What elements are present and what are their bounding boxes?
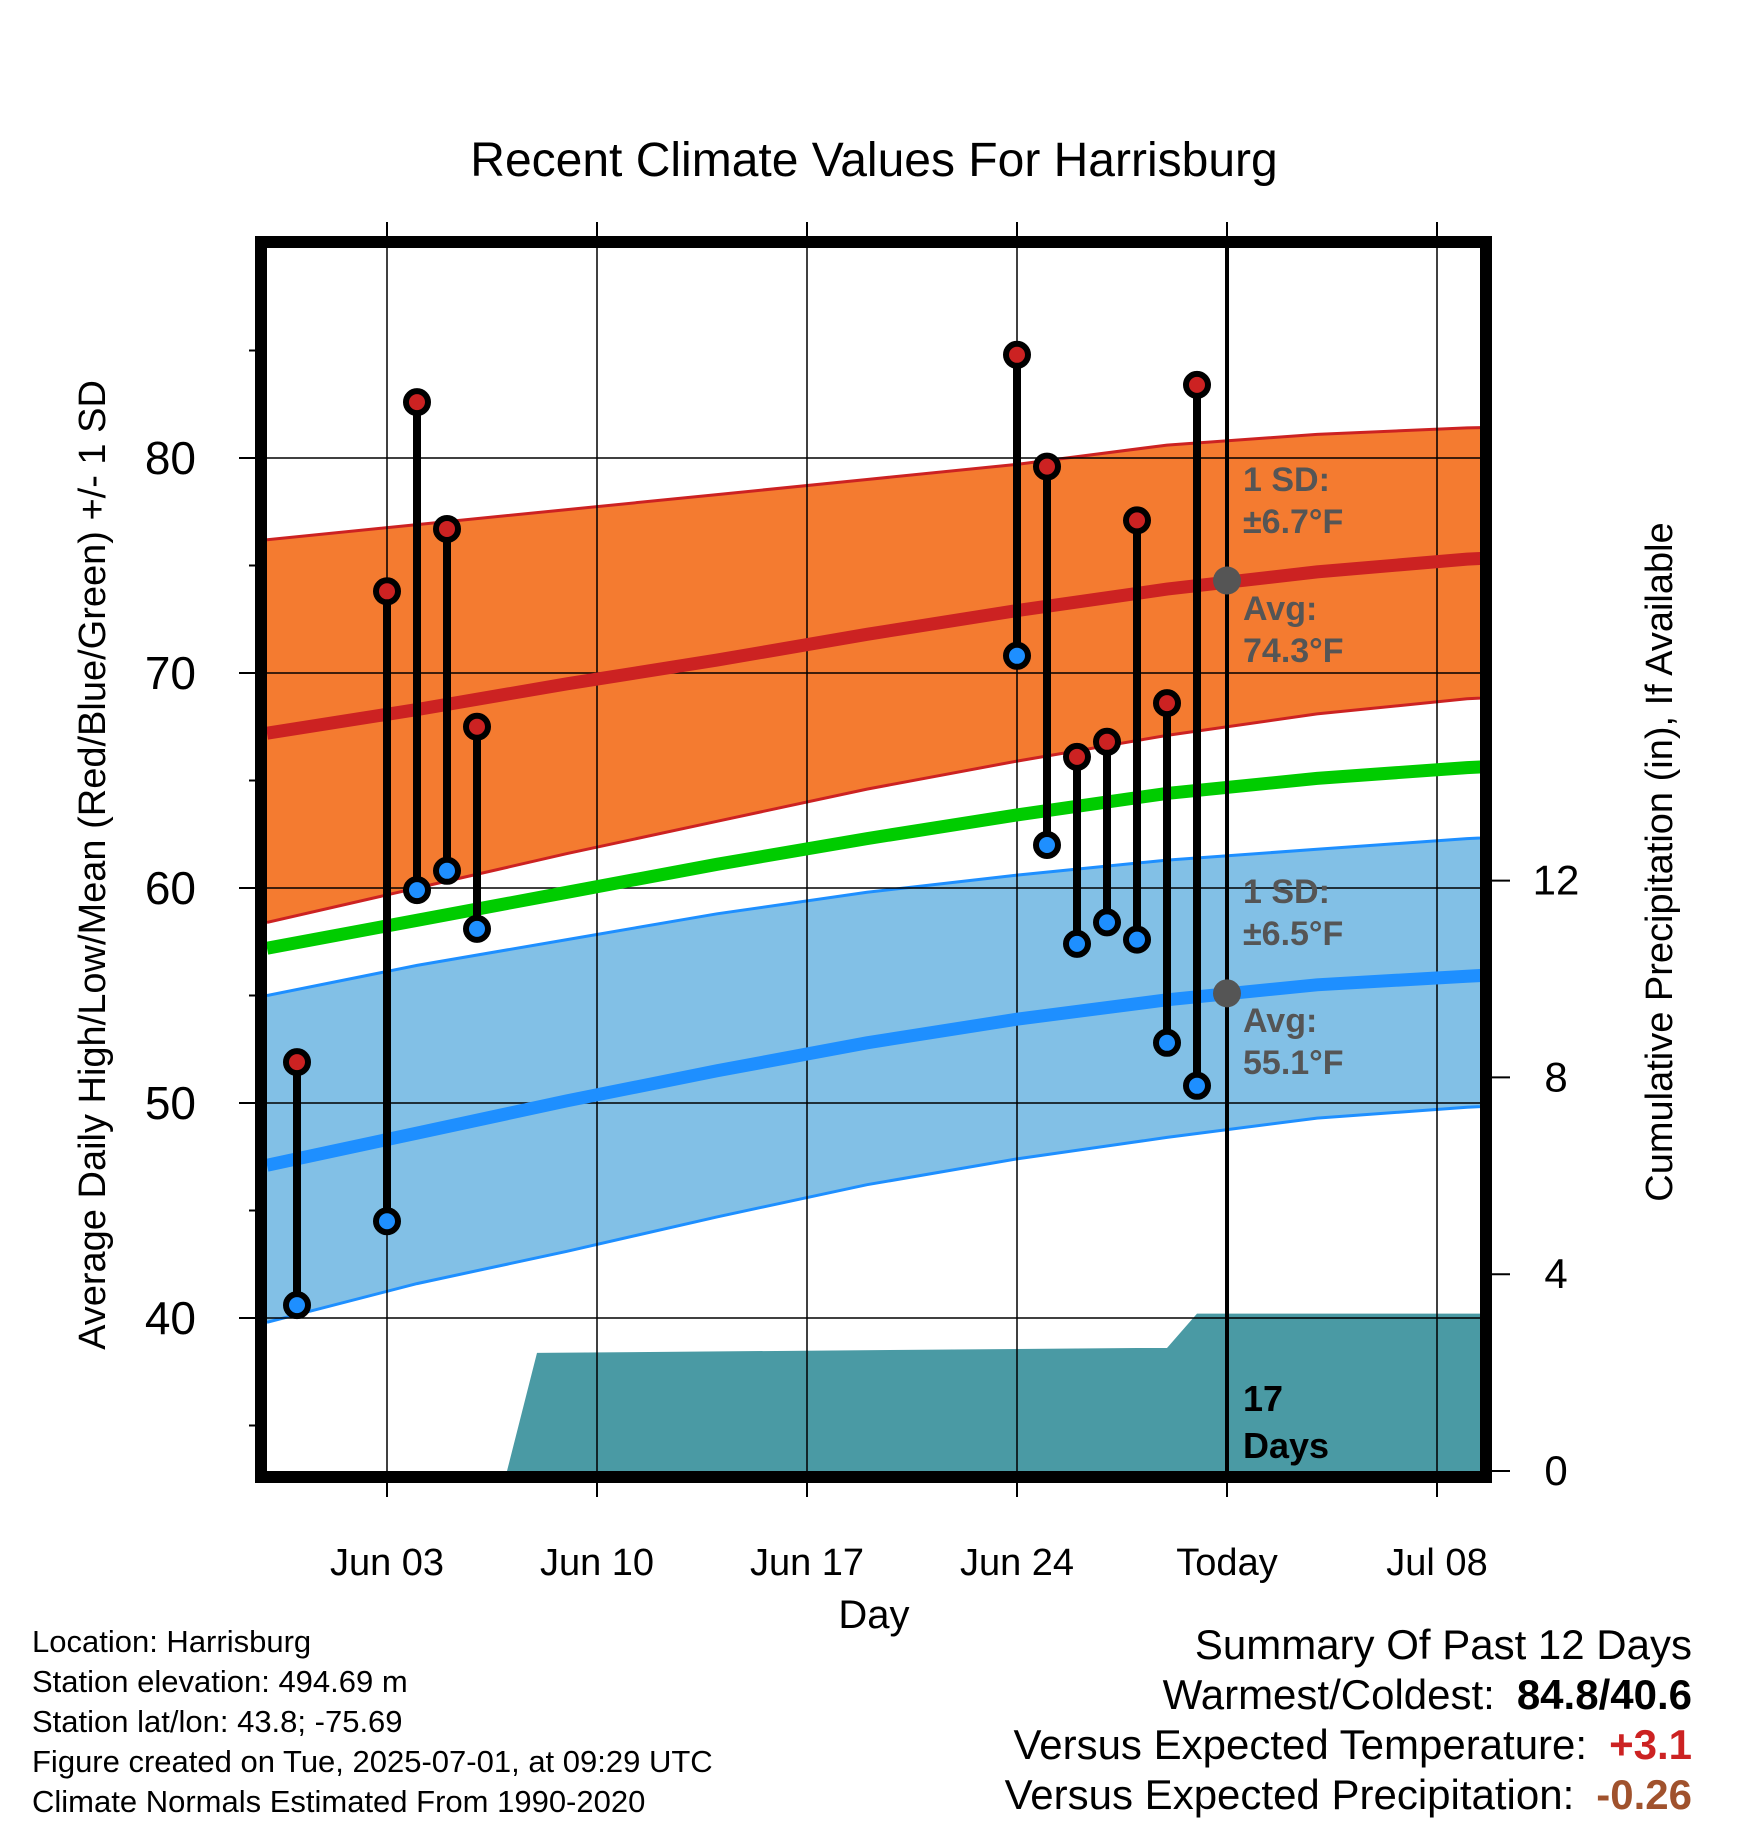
low-point: [403, 876, 431, 905]
y-tick-label: 70: [145, 647, 196, 699]
high-point: [283, 1048, 311, 1077]
temp-diff-value: +3.1: [1609, 1721, 1692, 1768]
days-label: Days: [1243, 1425, 1329, 1466]
low-point: [373, 1207, 401, 1236]
days-count: 17: [1243, 1378, 1283, 1419]
low-point: [1123, 925, 1151, 954]
low-point: [433, 856, 461, 885]
y2-tick-label: 8: [1544, 1053, 1567, 1100]
low-point: [1093, 908, 1121, 937]
low-avg-value: 55.1°F: [1243, 1044, 1344, 1082]
axes: Jun 03 Jun 10 Jun 17 Jun 24 Today Jul 0840506…: [145, 222, 1580, 1584]
high-point: [1153, 689, 1181, 718]
low-avg-line: [267, 969, 1480, 1172]
low-point: [1063, 929, 1091, 958]
low-sd-label: 1 SD:: [1243, 873, 1330, 911]
x-tick-label: Jun 10: [540, 1542, 654, 1584]
plot-area: 1 SD: ±6.7°F Avg: 74.3°F 1 SD: ±6.5°F Avg: 55.1…: [267, 248, 1480, 1471]
high-point: [1063, 742, 1091, 771]
x-tick-label: Today: [1176, 1542, 1277, 1584]
y-tick-label: 60: [145, 862, 196, 914]
high-avg-line: [267, 551, 1480, 740]
precip-area: [507, 1313, 1480, 1471]
low-point: [1033, 831, 1061, 859]
high-point: [433, 514, 461, 543]
low-point: [283, 1291, 311, 1320]
high-sd-label: 1 SD:: [1243, 461, 1330, 499]
summary-title: Summary Of Past 12 Days: [1194, 1621, 1692, 1668]
low-point: [1153, 1028, 1181, 1057]
high-point: [1123, 506, 1151, 535]
high-point: [1093, 727, 1121, 756]
x-tick-label: Jul 08: [1386, 1542, 1487, 1584]
high-sd-upper-line: [267, 426, 1480, 542]
y2-tick-label: 0: [1544, 1447, 1567, 1494]
created-text: Figure created on Tue, 2025-07-01, at 09…: [32, 1744, 713, 1779]
high-point: [373, 577, 401, 606]
elevation-text: Station elevation: 494.69 m: [32, 1664, 408, 1699]
high-avg-value: 74.3°F: [1243, 632, 1344, 670]
low-point: [1003, 641, 1031, 670]
warm-cold-label: Warmest/Coldest:: [1162, 1671, 1495, 1718]
y-tick-label: 50: [145, 1077, 196, 1129]
y2-tick-label: 4: [1544, 1250, 1567, 1297]
latlon-text: Station lat/lon: 43.8; -75.69: [32, 1704, 403, 1739]
x-axis-label: Day: [838, 1593, 909, 1637]
location-text: Location: Harrisburg: [32, 1624, 312, 1659]
high-point: [1003, 340, 1031, 369]
high-sd-band: [267, 427, 1480, 923]
station-info: Location: Harrisburg Station elevation: …: [32, 1622, 713, 1822]
precip-diff-value: -0.26: [1596, 1771, 1692, 1818]
precip-diff-label: Versus Expected Precipitation:: [1004, 1771, 1575, 1818]
mean-avg-line: [267, 760, 1480, 955]
low-sd-lower-line: [267, 1105, 1480, 1324]
x-tick-label: Jun 17: [750, 1542, 864, 1584]
y2-tick-label: 12: [1533, 857, 1580, 904]
y-axis-label-right: Cumulative Precipitation (in), If Availa…: [1639, 522, 1681, 1201]
normals-text: Climate Normals Estimated From 1990-2020: [32, 1784, 646, 1819]
plot-content: 1 SD: ±6.7°F Avg: 74.3°F 1 SD: ±6.5°F Avg: 55.1…: [267, 248, 1480, 1471]
low-sd-upper-line: [267, 836, 1480, 997]
temp-diff-label: Versus Expected Temperature:: [1013, 1721, 1588, 1768]
summary-panel: Summary Of Past 12 Days Warmest/Coldest:…: [1005, 1620, 1692, 1820]
high-point: [1033, 452, 1061, 481]
y-tick-label: 80: [145, 432, 196, 484]
x-tick-label: Jun 24: [960, 1542, 1074, 1584]
today-high-avg-dot: [1213, 566, 1241, 595]
chart-title: Recent Climate Values For Harrisburg: [470, 134, 1277, 187]
warm-cold-value: 84.8/40.6: [1516, 1671, 1692, 1718]
high-point: [1183, 370, 1211, 399]
y-tick-label: 40: [145, 1292, 196, 1344]
high-sd-value: ±6.7°F: [1243, 503, 1343, 541]
high-point: [463, 712, 491, 741]
low-point: [463, 914, 491, 943]
x-tick-label: Jun 03: [330, 1542, 444, 1584]
low-avg-label: Avg:: [1243, 1002, 1317, 1040]
low-sd-value: ±6.5°F: [1243, 915, 1343, 953]
today-low-avg-dot: [1213, 979, 1241, 1008]
high-point: [403, 388, 431, 417]
low-point: [1183, 1071, 1211, 1100]
plot-frame: [255, 236, 1492, 1483]
y-axis-label-left: Average Daily High/Low/Mean (Red/Blue/Gr…: [72, 380, 114, 1350]
high-avg-label: Avg:: [1243, 590, 1317, 628]
high-sd-lower-line: [267, 696, 1480, 924]
low-sd-band: [267, 837, 1480, 1323]
